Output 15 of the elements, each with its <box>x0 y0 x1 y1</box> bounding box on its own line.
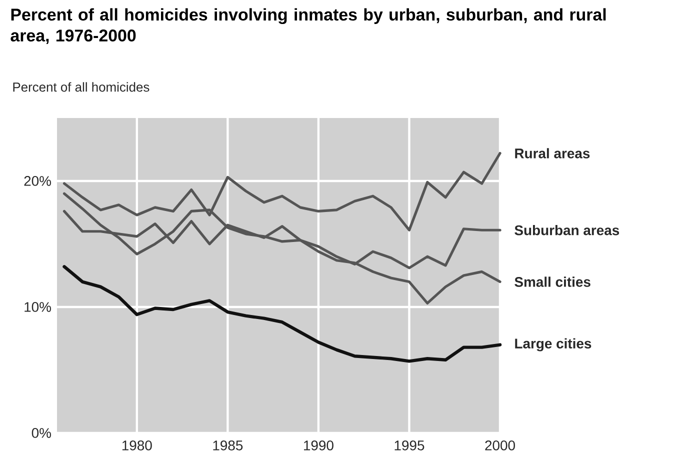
x-tick-label: 1985 <box>213 440 243 450</box>
chart-title: Percent of all homicides involving inmates by urban, suburban, and rural area, 1976-2000 <box>10 8 606 44</box>
y-axis-title: Percent of all homicides <box>13 82 150 92</box>
series-label: Rural areas <box>515 148 590 158</box>
y-tick-label: 20% <box>24 176 51 186</box>
x-tick-label: 1995 <box>394 440 424 450</box>
y-tick-label: 10% <box>24 302 51 312</box>
x-tick-label: 2000 <box>485 440 515 450</box>
x-tick-label: 1990 <box>304 440 334 450</box>
x-tick-label: 1980 <box>122 440 152 450</box>
y-tick-label: 0% <box>32 428 51 438</box>
series-label: Suburban areas <box>514 225 620 236</box>
series-label: Large cities <box>515 338 592 352</box>
line-series <box>62 265 502 363</box>
series-label: Small cities <box>514 276 590 287</box>
